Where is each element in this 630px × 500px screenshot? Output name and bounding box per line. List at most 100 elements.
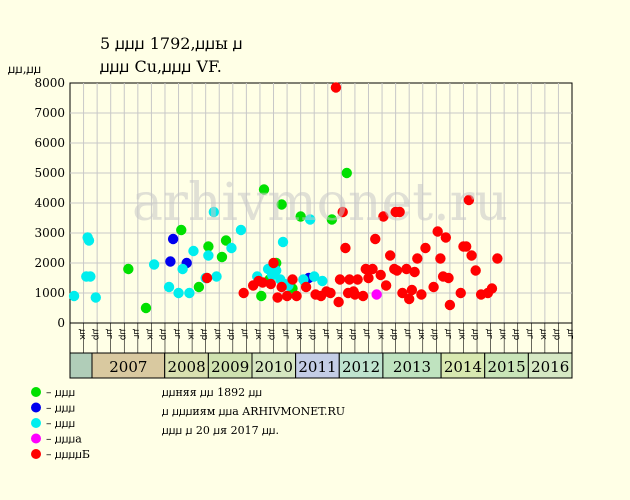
data-point — [428, 281, 439, 293]
data-point — [167, 233, 179, 245]
data-point — [295, 211, 306, 222]
y-tick-label: 4000 — [34, 196, 65, 210]
data-point — [371, 289, 382, 300]
year-label-2012: 2012 — [342, 358, 380, 376]
data-point — [440, 232, 452, 243]
data-point — [444, 299, 456, 311]
note-line-3: ꙡꙡꙡ ꙡ 20 ꙡя 2017 ꙡꙡ. — [162, 424, 279, 437]
category-label: ꙡр — [117, 329, 127, 341]
year-label-2013: 2013 — [393, 358, 431, 376]
data-point — [466, 250, 477, 261]
data-point — [173, 287, 184, 299]
data-point — [492, 253, 503, 264]
data-point — [208, 206, 220, 218]
year-band-2009 — [207, 352, 253, 379]
data-point — [216, 251, 228, 263]
data-point — [344, 274, 355, 285]
data-point — [370, 233, 381, 245]
note-line-1: ꙡꙡняя ꙡꙡ 1892 ꙡꙡ — [162, 386, 262, 399]
category-label: ꙡр — [348, 329, 358, 341]
data-point — [276, 199, 287, 210]
data-point — [367, 263, 378, 275]
y-tick-label: 2000 — [34, 256, 65, 270]
data-point — [470, 265, 481, 276]
category-label: ꙡк — [538, 329, 548, 341]
year-band-lead — [69, 352, 93, 379]
data-point — [176, 224, 187, 236]
category-label: ꙡр — [470, 329, 480, 341]
category-label: ꙡр — [90, 329, 100, 341]
year-band-2015 — [484, 352, 529, 379]
data-point — [193, 281, 205, 293]
data-point — [334, 274, 346, 285]
data-point — [375, 269, 386, 281]
category-label: ꙡр — [158, 329, 168, 341]
year-label-2016: 2016 — [531, 358, 569, 376]
data-point — [184, 287, 195, 299]
data-point — [123, 263, 134, 275]
category-label: ꙡк — [457, 329, 467, 341]
data-point — [337, 206, 348, 218]
y-tick-label: 0 — [57, 316, 65, 330]
data-point — [300, 281, 312, 293]
data-point — [409, 266, 420, 278]
category-label: ꙡк — [185, 329, 195, 341]
data-point — [203, 241, 214, 252]
data-point — [257, 277, 268, 288]
data-point — [256, 290, 267, 302]
data-point — [83, 235, 95, 246]
year-label-2015: 2015 — [487, 358, 525, 376]
year-band-2016 — [527, 352, 573, 379]
data-point — [165, 256, 176, 267]
category-label: ꙡк — [335, 329, 345, 341]
legend-label: – ꙡꙡꙡ — [46, 386, 75, 399]
legend-marker — [31, 387, 41, 397]
data-point — [486, 283, 498, 294]
year-label-2007: 2007 — [109, 358, 147, 376]
year-label-2010: 2010 — [255, 358, 293, 376]
data-point — [281, 290, 293, 302]
category-label: ꙡр — [307, 329, 317, 341]
legend-label: – ꙡꙡꙡ — [46, 417, 75, 430]
legend-label: – ꙡꙡꙡа — [46, 433, 82, 446]
category-label: ꙡк — [497, 329, 507, 341]
category-label: ꙡг — [565, 329, 575, 340]
data-point — [258, 184, 270, 195]
legend: – ꙡꙡꙡ – ꙡꙡꙡ – ꙡꙡꙡ – ꙡꙡꙡа – ꙡꙡꙡꙡБ — [31, 386, 90, 461]
category-label: ꙡг — [362, 329, 372, 340]
data-point — [349, 289, 361, 300]
y-tick-label: 1000 — [34, 286, 65, 300]
category-label: ꙡр — [226, 329, 236, 341]
legend-marker — [31, 449, 41, 459]
data-point — [317, 275, 328, 287]
data-point — [380, 280, 392, 291]
data-point — [330, 82, 342, 93]
category-label: ꙡр — [267, 329, 277, 341]
y-tick-label: 5000 — [34, 166, 65, 180]
category-label: ꙡг — [104, 329, 114, 340]
y-tick-label: 8000 — [34, 76, 65, 90]
data-point — [90, 292, 101, 303]
data-point — [463, 194, 475, 206]
data-point — [177, 263, 188, 275]
data-point — [277, 236, 289, 248]
data-point — [352, 274, 363, 285]
data-point — [140, 302, 152, 314]
year-label-2009: 2009 — [211, 358, 249, 376]
year-label-2011: 2011 — [298, 358, 336, 376]
legend-marker — [31, 418, 41, 428]
data-point — [397, 287, 408, 299]
data-point — [357, 290, 369, 302]
data-point — [68, 290, 80, 302]
data-point — [435, 253, 446, 264]
data-point — [391, 265, 403, 276]
category-label: ꙡр — [511, 329, 521, 341]
data-point — [309, 271, 320, 282]
chart-title-line1: 5 ꙡꙡꙡ 1792,ꙡꙡы ꙡ — [100, 34, 243, 53]
category-label: ꙡг — [280, 329, 290, 340]
data-point — [384, 250, 396, 261]
data-point — [406, 284, 418, 296]
y-axis-label: ꙡꙡ,ꙡꙡ — [8, 62, 41, 76]
